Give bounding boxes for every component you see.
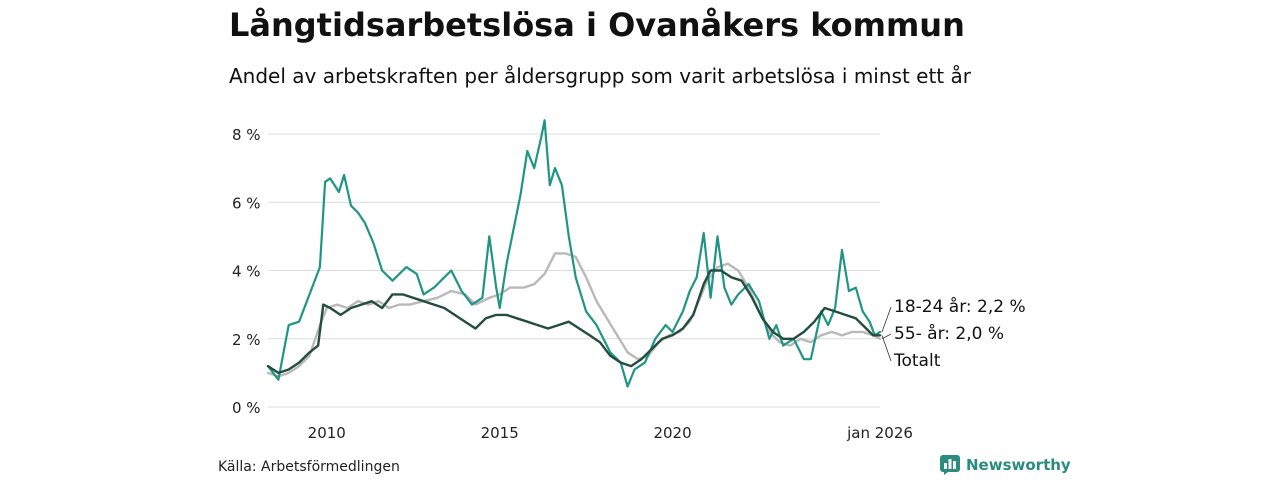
newsworthy-logo: Newsworthy	[940, 455, 1071, 475]
y-tick-label: 8 %	[232, 126, 261, 144]
y-tick-label: 4 %	[232, 263, 261, 281]
x-tick-label: 2015	[481, 424, 519, 442]
source-note: Källa: Arbetsförmedlingen	[218, 459, 400, 475]
x-tick-label: jan 2026	[846, 424, 913, 442]
end-label-totalt: Totalt	[893, 351, 941, 371]
x-tick-label: 2020	[653, 424, 691, 442]
y-tick-label: 2 %	[232, 331, 261, 349]
brand-name: Newsworthy	[966, 456, 1071, 474]
end-label-55: 55- år: 2,0 %	[894, 323, 1004, 344]
y-tick-label: 0 %	[232, 399, 261, 417]
label-leader-line	[881, 335, 892, 362]
chart-title: Långtidsarbetslösa i Ovanåkers kommun	[229, 6, 965, 44]
series-line-totalt	[266, 269, 882, 375]
y-tick-label: 6 %	[232, 194, 261, 212]
x-tick-label: 2010	[308, 424, 346, 442]
label-leader-line	[881, 333, 892, 340]
chart-subtitle: Andel av arbetskraften per åldersgrupp s…	[229, 64, 971, 88]
end-label-18-24: 18-24 år: 2,2 %	[894, 296, 1026, 317]
bar-chart-icon	[940, 455, 960, 475]
label-leader-line	[881, 306, 892, 333]
series-line-18-24	[266, 119, 882, 388]
